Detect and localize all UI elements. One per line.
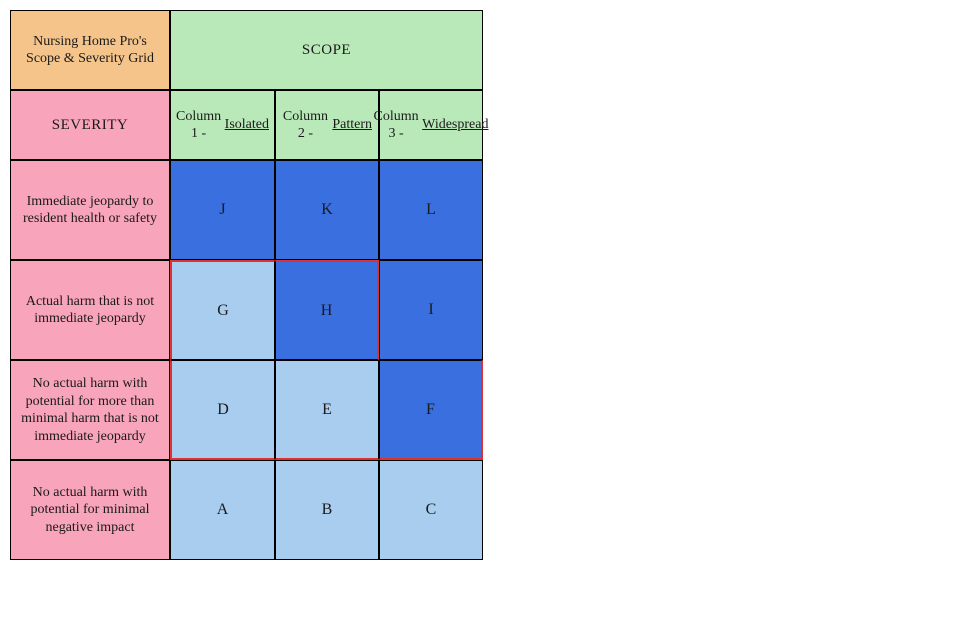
severity-grid: Nursing Home Pro's Scope & Severity Grid… — [10, 10, 490, 560]
column-header-2: Column 2 - Pattern — [275, 90, 379, 160]
grid-cell-D: D — [170, 360, 275, 460]
column-header-prefix: Column 3 - — [374, 108, 419, 143]
grid-cell-F: F — [379, 360, 483, 460]
column-header-word: Widespread — [422, 116, 488, 134]
grid-cell-E: E — [275, 360, 379, 460]
scope-header: SCOPE — [170, 10, 483, 90]
column-header-3: Column 3 - Widespread — [379, 90, 483, 160]
column-header-prefix: Column 2 - — [282, 108, 329, 143]
column-header-word: Isolated — [225, 116, 269, 134]
row-label-3: No actual harm with potential for more t… — [10, 360, 170, 460]
grid-cell-J: J — [170, 160, 275, 260]
grid-cell-K: K — [275, 160, 379, 260]
row-label-1: Immediate jeopardy to resident health or… — [10, 160, 170, 260]
column-header-1: Column 1 - Isolated — [170, 90, 275, 160]
grid-cell-H: H — [275, 260, 379, 360]
column-header-word: Pattern — [332, 116, 372, 134]
row-label-4: No actual harm with potential for minima… — [10, 460, 170, 560]
grid-cell-C: C — [379, 460, 483, 560]
column-header-prefix: Column 1 - — [176, 108, 221, 143]
severity-grid-container: Nursing Home Pro's Scope & Severity Grid… — [10, 10, 490, 560]
grid-cell-A: A — [170, 460, 275, 560]
severity-header: SEVERITY — [10, 90, 170, 160]
grid-cell-B: B — [275, 460, 379, 560]
grid-cell-L: L — [379, 160, 483, 260]
row-label-2: Actual harm that is not immediate jeopar… — [10, 260, 170, 360]
grid-cell-G: G — [170, 260, 275, 360]
grid-cell-I: I — [379, 260, 483, 360]
title-cell: Nursing Home Pro's Scope & Severity Grid — [10, 10, 170, 90]
